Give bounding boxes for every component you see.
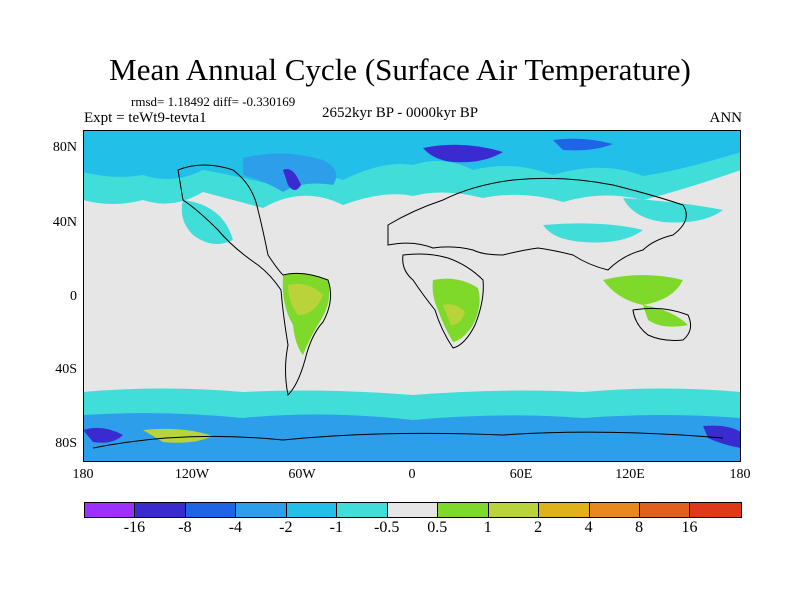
lat-label-80s: 80S [55,436,77,451]
colorbar-box [488,503,540,517]
ross-anomaly-purple [83,427,123,443]
colorbar-label: -16 [123,519,146,536]
australia-anomaly-green [643,305,688,327]
colorbar-box [589,503,640,517]
colorbar-label: 4 [584,519,593,536]
colorbar-label: -4 [228,519,243,536]
amazon-anomaly-olive [288,283,323,315]
coastlines [92,164,724,449]
antarctic-anomaly-blue [83,413,741,462]
africa-anomaly-olive [443,304,465,325]
pacific-north-anomaly [623,198,723,223]
experiment-label: Expt = teWt9-tevta1 [84,110,207,126]
lon-label-120w: 120W [174,467,210,482]
colorbar-box [337,503,388,517]
lon-label-0: 0 [408,467,416,482]
lat-label-0: 0 [70,289,77,304]
period-label: 2652kyr BP - 0000kyr BP [322,105,479,121]
maritime-anomaly-green [603,275,683,305]
colorbar-box [185,503,237,517]
colorbar-box [286,503,338,517]
colorbar-label: -0.5 [374,519,400,536]
lat-label-80n: 80N [52,140,77,155]
season-label: ANN [709,110,743,126]
colorbar [84,502,742,518]
stats-text: rmsd= 1.18492 diff= -0.330169 [131,94,296,109]
colorbar-label: -1 [329,519,343,536]
lon-label-60e: 60E [509,467,533,482]
colorbar-box [387,503,439,517]
colorbar-box [539,503,590,517]
antarctic-olive-patch [143,428,213,443]
colorbar-box [85,503,136,517]
colorbar-box [690,503,741,517]
figure-title: Mean Annual Cycle (Surface Air Temperatu… [109,52,691,87]
colorbar-box [438,503,489,517]
colorbar-label: -8 [178,519,192,536]
lon-label-180e: 180 [729,467,751,482]
east-siberia-anomaly [553,138,613,151]
colorbar-label: 8 [635,519,644,536]
lat-label-40s: 40S [55,362,77,377]
colorbar-label: 2 [534,519,543,536]
lon-label-120e: 120E [615,467,645,482]
map-panel [83,130,741,462]
colorbar-label: 0.5 [427,519,448,536]
lon-label-180w: 180 [72,467,94,482]
siberia-anomaly-purple [423,144,503,163]
colorbar-label: 16 [681,519,698,536]
colorbar-label: -2 [279,519,293,536]
antarctic-east-anomaly-purple [703,425,741,448]
colorbar-box [236,503,287,517]
lat-label-40n: 40N [52,215,77,230]
lon-label-60w: 60W [288,467,316,482]
colorbar-label: 1 [483,519,492,536]
colorbar-box [135,503,186,517]
hudson-anomaly [283,169,301,190]
colorbar-box [639,503,691,517]
asia-mid-anomaly [543,223,643,243]
map-frame [83,130,741,462]
